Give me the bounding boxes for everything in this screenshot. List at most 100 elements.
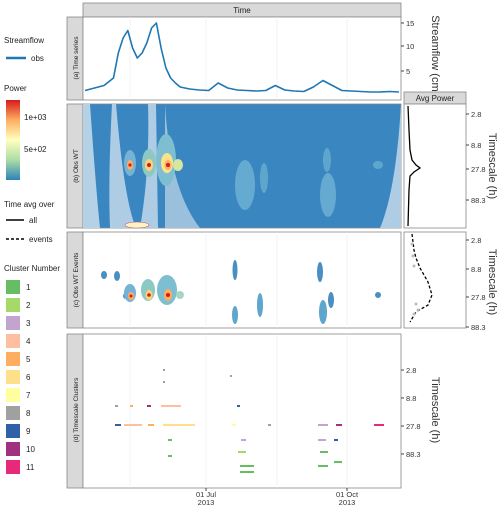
panel-c-ylabel: Timescale (h) xyxy=(486,249,498,315)
cluster-mark-7-12 xyxy=(232,424,236,426)
panel-d-ytick-2: 8.8 xyxy=(406,394,416,403)
legend-cluster-swatch-7 xyxy=(6,388,20,402)
legend-avg-all-label: all xyxy=(29,216,37,225)
panel-b-yaxis: 2.8 8.8 27.8 88.3 xyxy=(466,110,486,205)
panel-a-ytick-10: 10 xyxy=(406,42,414,51)
legend-streamflow-title: Streamflow xyxy=(4,36,44,45)
panel-a-strip-label: (a) Time series xyxy=(73,36,80,80)
cluster-mark-8-1 xyxy=(163,381,165,383)
avg-power-events-panel xyxy=(403,231,467,329)
legend-cluster-swatch-1 xyxy=(6,280,20,294)
panel-d-ylabel: Timescale (h) xyxy=(429,377,441,443)
panel-b-hotspots xyxy=(124,134,383,217)
cluster-mark-10-5 xyxy=(147,405,151,407)
legend-cluster-label-2: 2 xyxy=(26,301,31,310)
legend-cluster-swatch-9 xyxy=(6,424,20,438)
cluster-mark-8-13 xyxy=(268,424,271,426)
legend-streamflow-entry: obs xyxy=(31,54,44,63)
cluster-mark-2-22 xyxy=(238,451,246,453)
panel-d-ytick-3: 27.8 xyxy=(406,422,421,431)
cluster-mark-5-10 xyxy=(148,424,154,426)
legend-streamflow: Streamflow obs xyxy=(4,36,44,63)
panel-d-yaxis: 2.8 8.8 27.8 88.3 xyxy=(401,366,421,459)
legend-cluster-label-11: 11 xyxy=(26,463,35,472)
panel-c: (c) Obs WT Events 2.8 8.8 xyxy=(66,231,498,332)
streamflow-series-line xyxy=(84,22,400,93)
legend-cluster-label-10: 10 xyxy=(26,445,35,454)
panel-c-plot xyxy=(82,231,402,329)
panel-d-strip-label: (d) Timescale Clusters xyxy=(73,377,80,442)
panel-a-ylabel: Streamflow (cms) xyxy=(429,15,441,101)
legend-cluster-label-9: 9 xyxy=(26,427,31,436)
cluster-mark-1-25 xyxy=(240,465,254,467)
legend-cluster-label-6: 6 xyxy=(26,373,31,382)
legend-cluster-label-3: 3 xyxy=(26,319,31,328)
panel-c-ytick-4: 88.3 xyxy=(471,323,486,332)
panel-c-ytick-3: 27.8 xyxy=(471,293,486,302)
legend-cluster-label-5: 5 xyxy=(26,355,31,364)
coi-right xyxy=(380,104,401,228)
legend-cluster-label-7: 7 xyxy=(26,391,31,400)
panel-c-ytick-1: 2.8 xyxy=(471,236,481,245)
cluster-mark-9-8 xyxy=(115,424,121,426)
legend-cluster-swatch-2 xyxy=(6,298,20,312)
panel-d-ytick-1: 2.8 xyxy=(406,366,416,375)
cluster-mark-3-19 xyxy=(318,439,326,441)
cluster-mark-8-3 xyxy=(115,405,118,407)
legend-cluster-swatch-8 xyxy=(6,406,20,420)
coi-left-1 xyxy=(83,104,100,228)
panel-d-cluster-marks xyxy=(115,369,384,473)
legend-clusters-title: Cluster Number xyxy=(4,264,60,273)
panel-c-ytick-2: 8.8 xyxy=(471,265,481,274)
legend-avg-title: Time avg over xyxy=(4,200,55,209)
avg-power-all-panel xyxy=(403,103,467,229)
cluster-mark-4-6 xyxy=(161,405,181,407)
cluster-mark-10-15 xyxy=(336,424,342,426)
legend-power-tick-2: 5e+02 xyxy=(24,145,47,154)
panel-c-strip-label: (c) Obs WT Events xyxy=(73,252,80,308)
cluster-mark-1-26 xyxy=(318,465,328,467)
avg-power-events-line xyxy=(409,233,433,323)
cluster-mark-1-21 xyxy=(168,455,172,457)
time-strip-label: Time xyxy=(233,6,251,15)
coi-left-2 xyxy=(109,104,136,228)
legend-cluster-swatch-10 xyxy=(6,442,20,456)
panel-c-blobs xyxy=(101,260,381,324)
cluster-mark-9-7 xyxy=(237,405,240,407)
legend-avg-events-label: events xyxy=(29,235,53,244)
panel-b-ytick-2: 8.8 xyxy=(471,141,481,150)
coi-left-4 xyxy=(165,104,200,228)
cluster-mark-8-0 xyxy=(163,369,165,371)
cluster-mark-3-14 xyxy=(318,424,328,426)
cluster-mark-9-20 xyxy=(334,439,338,441)
panel-a-plot xyxy=(82,16,402,101)
xtick-oct: 01 Oct xyxy=(336,490,359,499)
legend-cluster-swatch-11 xyxy=(6,460,20,474)
avg-power-events-points xyxy=(410,242,420,316)
cluster-mark-4-9 xyxy=(124,424,142,426)
cluster-mark-1-27 xyxy=(240,471,254,473)
legend-cluster-swatch-3 xyxy=(6,316,20,330)
panel-b-ylabel: Timescale (h) xyxy=(486,133,498,199)
legend-cluster-swatch-6 xyxy=(6,370,20,384)
legend-clusters: Cluster Number 1 2 3 4 5 6 7 8 9 10 11 xyxy=(4,264,60,474)
legend-power-title: Power xyxy=(4,84,27,93)
legend-cluster-label-4: 4 xyxy=(26,337,31,346)
panel-a-ytick-15: 15 xyxy=(406,19,414,28)
avg-power-all-line xyxy=(407,105,422,227)
panel-a: (a) Time series 15 10 5 Streamflow (cms) xyxy=(66,15,441,101)
avg-power-strip-label: Avg Power xyxy=(416,94,455,103)
x-axis: 01 Jul 2013 01 Oct 2013 xyxy=(196,488,359,507)
panel-d-plot xyxy=(82,333,402,489)
panel-c-yaxis: 2.8 8.8 27.8 88.3 xyxy=(466,236,486,332)
legend-cluster-label-1: 1 xyxy=(26,283,31,292)
legend-power-tick-1: 1e+03 xyxy=(24,113,47,122)
cluster-mark-11-16 xyxy=(374,424,384,426)
xtick-jul: 01 Jul xyxy=(196,490,216,499)
legend-avg: Time avg over all events xyxy=(4,200,55,244)
cluster-mark-1-17 xyxy=(168,439,172,441)
panel-b-strip-label: (b) Obs WT xyxy=(73,149,80,183)
panel-b-ytick-3: 27.8 xyxy=(471,165,486,174)
cluster-mark-5-4 xyxy=(130,405,133,407)
